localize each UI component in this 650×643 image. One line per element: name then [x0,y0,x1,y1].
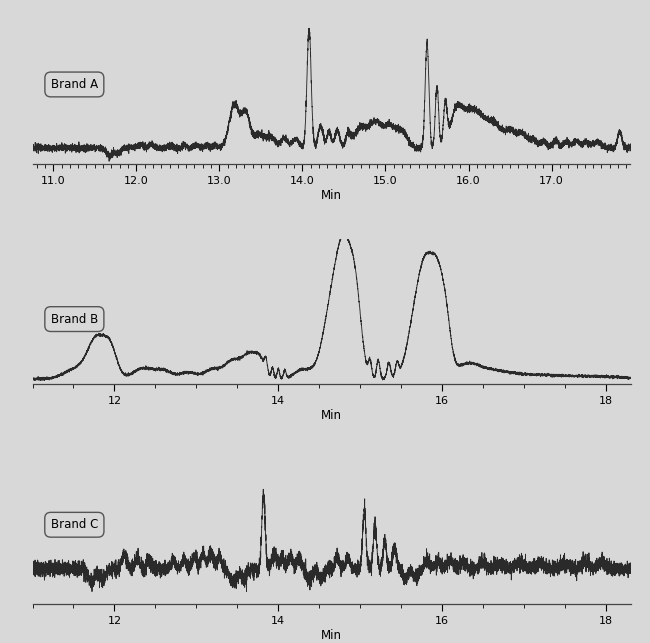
X-axis label: Min: Min [321,629,342,642]
Text: Brand B: Brand B [51,312,98,325]
X-axis label: Min: Min [321,409,342,422]
Text: Brand A: Brand A [51,78,98,91]
Text: Brand C: Brand C [51,518,98,531]
X-axis label: Min: Min [321,188,342,202]
